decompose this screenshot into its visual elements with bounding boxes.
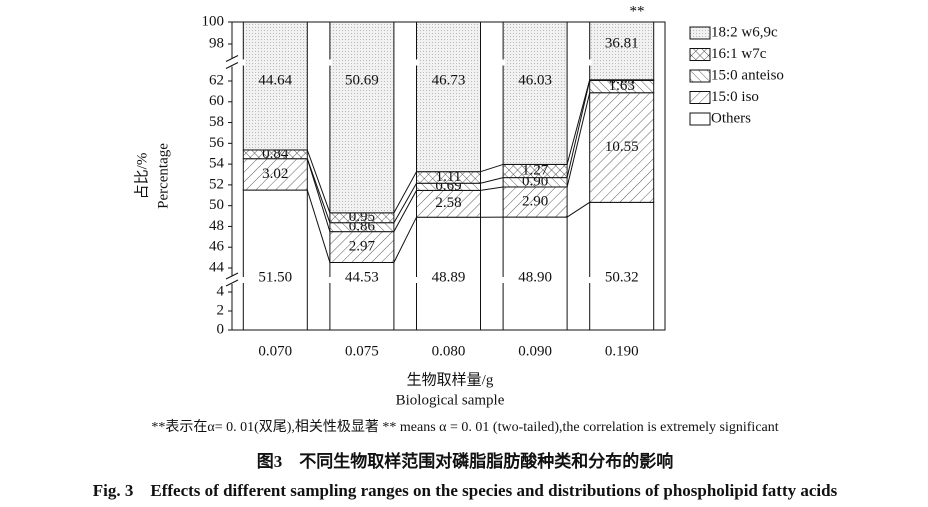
bar-break-gap bbox=[325, 277, 332, 283]
legend-swatch bbox=[689, 91, 711, 104]
value-label: 2.58 bbox=[435, 195, 461, 211]
x-tick-label: 0.190 bbox=[605, 343, 639, 359]
bar-segment bbox=[242, 21, 308, 151]
bar-segment bbox=[416, 216, 481, 331]
bar-segment bbox=[329, 21, 395, 214]
bar-segment bbox=[589, 201, 655, 331]
bar-break-gap bbox=[412, 277, 419, 283]
x-tick-label: 0.070 bbox=[258, 343, 292, 359]
value-label: 48.89 bbox=[432, 269, 466, 285]
legend-label: 15:0 iso bbox=[711, 89, 759, 105]
bar-break-gap bbox=[499, 277, 506, 283]
value-label: 50.32 bbox=[605, 269, 639, 285]
bar-break-gap bbox=[412, 59, 419, 66]
value-label: 48.90 bbox=[518, 269, 552, 285]
y-tick-label: 58 bbox=[209, 114, 224, 130]
connector bbox=[393, 216, 417, 263]
caption-cn: 图3 不同生物取样范围对磷脂脂肪酸种类和分布的影响 bbox=[257, 451, 674, 471]
value-label: 10.55 bbox=[605, 139, 639, 155]
connector bbox=[393, 182, 417, 223]
y-tick-label: 4 bbox=[217, 283, 225, 299]
connector bbox=[566, 80, 591, 178]
connector bbox=[480, 177, 504, 184]
axis-break bbox=[225, 62, 239, 69]
value-label: 3.02 bbox=[262, 166, 288, 182]
y-tick-label: 2 bbox=[217, 302, 225, 318]
value-label: 44.64 bbox=[258, 72, 292, 88]
axis-break bbox=[225, 272, 239, 280]
connector bbox=[393, 171, 417, 214]
bar-segment bbox=[329, 231, 395, 263]
bar-segment bbox=[589, 21, 655, 81]
bar-segment bbox=[502, 216, 568, 331]
value-label: 1.11 bbox=[436, 169, 462, 185]
legend-label: 16:1 w7c bbox=[711, 46, 767, 62]
caption-en: Fig. 3 Effects of different sampling ran… bbox=[93, 481, 838, 500]
bar-segment bbox=[502, 186, 568, 218]
connector bbox=[480, 186, 504, 191]
y-tick-label: 56 bbox=[209, 135, 225, 151]
connector bbox=[306, 189, 331, 263]
value-label: 51.50 bbox=[258, 269, 292, 285]
value-label: 2.97 bbox=[349, 239, 376, 255]
x-tick-label: 0.090 bbox=[518, 343, 552, 359]
value-label: 46.73 bbox=[432, 72, 466, 88]
legend-label: 18:2 w6,9c bbox=[711, 24, 778, 40]
connector bbox=[566, 201, 590, 218]
bar-break-gap bbox=[239, 277, 246, 283]
legend-swatch bbox=[689, 48, 711, 61]
y-tick-label: 62 bbox=[209, 72, 224, 88]
connector bbox=[480, 163, 504, 173]
y-tick-label: 52 bbox=[209, 176, 224, 192]
y-tick-label: 48 bbox=[209, 218, 224, 234]
bar-segment bbox=[416, 21, 481, 173]
legend-swatch bbox=[689, 112, 711, 126]
value-label: 50.69 bbox=[345, 72, 379, 88]
connector bbox=[306, 149, 331, 214]
y-label-en: Percentage bbox=[155, 143, 171, 209]
bar-break-gap bbox=[585, 59, 592, 66]
value-label: 1.27 bbox=[522, 162, 549, 178]
bar-break-gap bbox=[239, 59, 246, 66]
connector bbox=[566, 79, 591, 165]
value-label: 46.03 bbox=[518, 72, 552, 88]
bar-break-gap bbox=[499, 59, 506, 66]
axis-break-gap bbox=[226, 58, 238, 67]
connector bbox=[393, 190, 417, 232]
connector bbox=[306, 158, 331, 223]
legend-swatch bbox=[689, 26, 711, 40]
legend-label: Others bbox=[711, 110, 751, 126]
bar-segment bbox=[242, 189, 308, 331]
x-label-en: Biological sample bbox=[396, 392, 505, 408]
y-tick-label: 46 bbox=[209, 239, 225, 255]
note: **表示在α= 0. 01(双尾),相关性极显著 ** means α = 0.… bbox=[151, 419, 778, 435]
y-tick-label: 50 bbox=[209, 197, 224, 213]
x-tick-label: 0.080 bbox=[432, 343, 466, 359]
bar-segment bbox=[589, 92, 655, 203]
axis-break bbox=[225, 279, 239, 287]
significance-mark: ** bbox=[630, 3, 645, 19]
y-tick-label: 44 bbox=[209, 259, 225, 275]
value-label: 44.53 bbox=[345, 269, 379, 285]
value-label: 2.90 bbox=[522, 193, 548, 209]
legend-swatch bbox=[689, 69, 711, 83]
connector bbox=[566, 92, 591, 188]
bar-segment bbox=[502, 21, 568, 165]
legend-label: 15:0 anteiso bbox=[711, 67, 784, 83]
y-tick-label: 98 bbox=[209, 35, 224, 51]
y-tick-label: 100 bbox=[202, 13, 225, 29]
y-tick-label: 60 bbox=[209, 93, 224, 109]
axis-break bbox=[225, 55, 239, 62]
y-tick-label: 0 bbox=[217, 321, 225, 337]
value-label: 1.63 bbox=[609, 78, 635, 94]
axis-break-gap bbox=[226, 276, 238, 284]
bar-break-gap bbox=[325, 59, 332, 66]
x-tick-label: 0.075 bbox=[345, 343, 379, 359]
bar-break-gap bbox=[585, 277, 592, 283]
y-label-cn: 占比/% bbox=[133, 153, 150, 200]
y-tick-label: 54 bbox=[209, 156, 225, 172]
x-label-cn: 生物取样量/g bbox=[407, 371, 494, 388]
value-label: 36.81 bbox=[605, 35, 639, 51]
